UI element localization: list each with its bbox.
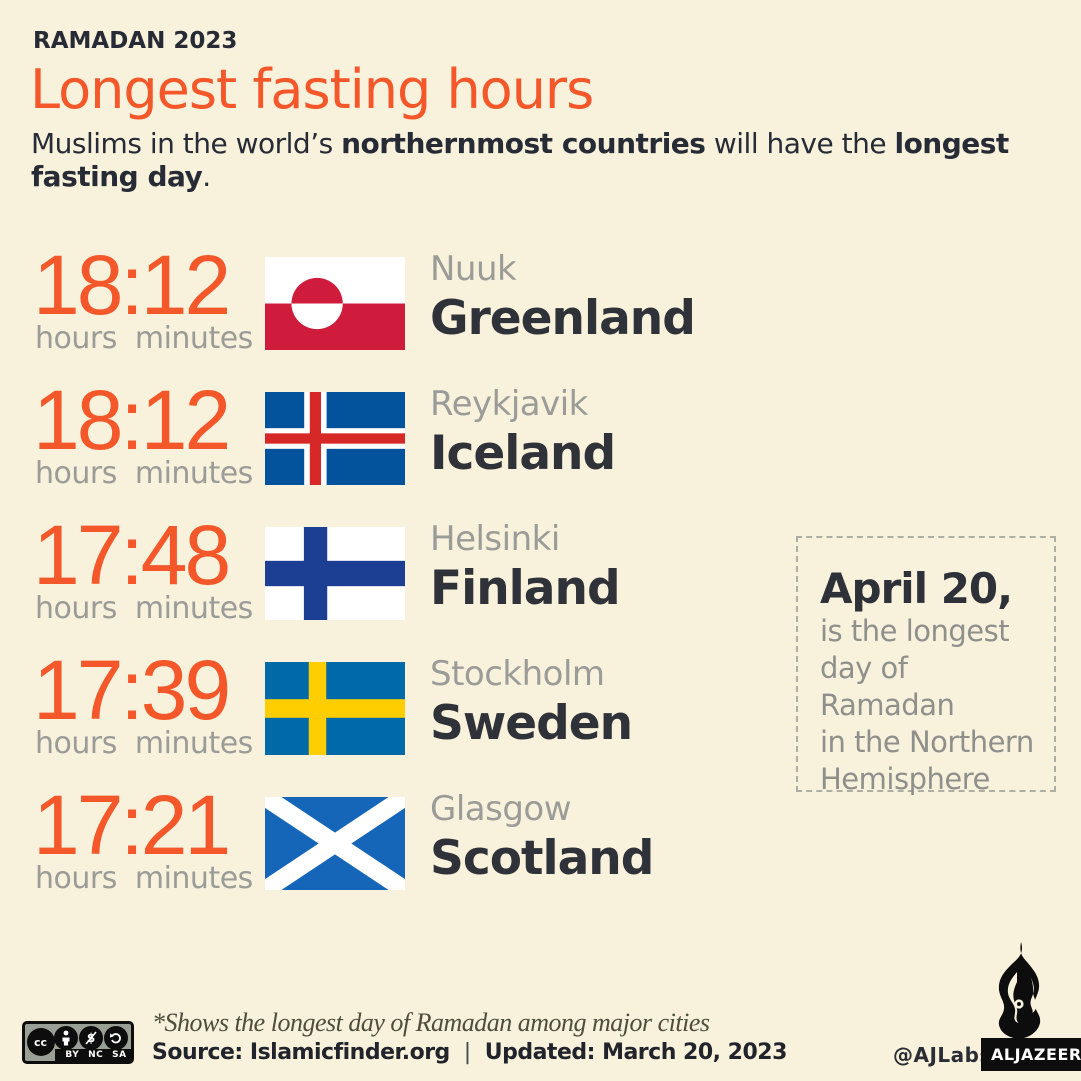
cc-col: cc xyxy=(26,1026,55,1056)
cc-col xyxy=(103,1026,128,1050)
fasting-time: 17:39 xyxy=(33,643,231,737)
time-labels: hours minutes xyxy=(35,321,263,356)
ajlabs-credit: @AJLabs xyxy=(893,1043,992,1067)
minutes-label: minutes xyxy=(134,321,253,356)
greenland-flag-icon xyxy=(265,257,405,350)
cc-col xyxy=(53,1026,78,1050)
source-line: Source: Islamicfinder.org | Updated: Mar… xyxy=(152,1040,787,1065)
updated-text: Updated: March 20, 2023 xyxy=(484,1040,788,1065)
hours-label: hours xyxy=(35,726,117,761)
place-block: Reykjavik Iceland xyxy=(430,384,616,481)
place-block: Stockholm Sweden xyxy=(430,654,633,751)
subtitle-end: . xyxy=(202,160,211,193)
time-block: 18:12 hours minutes xyxy=(33,243,263,356)
minutes-label: minutes xyxy=(134,861,253,896)
city-name: Glasgow xyxy=(430,789,572,829)
fasting-row-sweden: 17:39 hours minutes Stockholm Sweden xyxy=(0,648,780,793)
time-block: 17:21 hours minutes xyxy=(33,783,263,896)
cc-nc-label: NC xyxy=(88,1050,104,1060)
sweden-flag-icon xyxy=(265,662,405,755)
hours-label: hours xyxy=(35,861,117,896)
time-labels: hours minutes xyxy=(35,591,263,626)
aljazeera-wordmark: ALJAZEERA xyxy=(981,1038,1081,1071)
page-title: Longest fasting hours xyxy=(30,58,594,121)
country-name: Iceland xyxy=(430,426,616,481)
finland-flag-icon xyxy=(265,527,405,620)
country-name: Scotland xyxy=(430,831,654,886)
place-block: Glasgow Scotland xyxy=(430,789,654,886)
cc-by-icon xyxy=(53,1026,78,1050)
callout-line: is the longest xyxy=(820,614,1010,648)
cc-label-strip: BY NC SA xyxy=(55,1049,131,1061)
place-block: Nuuk Greenland xyxy=(430,249,696,346)
cc-by-label: BY xyxy=(65,1050,80,1060)
hours-label: hours xyxy=(35,591,117,626)
fasting-row-scotland: 17:21 hours minutes Glasgow Scotland xyxy=(0,783,780,928)
callout-line: day of Ramadan xyxy=(820,651,955,723)
subtitle: Muslims in the world’s northernmost coun… xyxy=(31,127,1081,193)
fasting-time: 17:21 xyxy=(33,778,231,872)
callout-line: Hemisphere xyxy=(820,762,990,797)
cc-sa-label: SA xyxy=(112,1050,127,1060)
callout-box: April 20, is the longest day of Ramadan … xyxy=(796,536,1056,796)
hours-label: hours xyxy=(35,456,117,491)
time-labels: hours minutes xyxy=(35,861,263,896)
time-labels: hours minutes xyxy=(35,456,263,491)
fasting-time: 18:12 xyxy=(33,373,231,467)
time-block: 18:12 hours minutes xyxy=(33,378,263,491)
subtitle-mid: will have the xyxy=(705,127,895,160)
callout-line: in the Northern xyxy=(820,725,1034,760)
subtitle-bold-1: northernmost countries xyxy=(341,127,706,160)
fasting-row-greenland: 18:12 hours minutes Nuuk Greenland xyxy=(0,243,780,388)
fasting-time: 18:12 xyxy=(33,238,231,332)
city-name: Stockholm xyxy=(430,654,605,694)
fasting-row-iceland: 18:12 hours minutes Reykjavik Iceland xyxy=(0,378,780,523)
minutes-label: minutes xyxy=(134,456,253,491)
city-name: Reykjavik xyxy=(430,384,588,424)
time-block: 17:39 hours minutes xyxy=(33,648,263,761)
cc-nc-icon: $ xyxy=(78,1026,103,1050)
minutes-label: minutes xyxy=(134,591,253,626)
country-name: Finland xyxy=(430,561,621,616)
fasting-row-finland: 17:48 hours minutes Helsinki Finland xyxy=(0,513,780,658)
kicker-text: RAMADAN 2023 xyxy=(33,28,238,54)
cc-col: $ xyxy=(78,1026,103,1050)
place-block: Helsinki Finland xyxy=(430,519,621,616)
cc-license-badge: BY NC SA cc $ xyxy=(22,1021,134,1064)
aljazeera-flame-logo-icon xyxy=(998,942,1041,1039)
iceland-flag-icon xyxy=(265,392,405,485)
footnote: *Shows the longest day of Ramadan among … xyxy=(152,1008,710,1037)
source-text: Source: Islamicfinder.org xyxy=(152,1040,450,1065)
minutes-label: minutes xyxy=(134,726,253,761)
subtitle-prefix: Muslims in the world’s xyxy=(31,127,342,160)
fasting-time: 17:48 xyxy=(33,508,231,602)
cc-sa-icon xyxy=(103,1026,128,1050)
city-name: Nuuk xyxy=(430,249,517,289)
hours-label: hours xyxy=(35,321,117,356)
scotland-flag-icon xyxy=(265,797,405,890)
time-block: 17:48 hours minutes xyxy=(33,513,263,626)
callout-title: April 20, xyxy=(820,564,1013,613)
country-name: Greenland xyxy=(430,291,696,346)
time-labels: hours minutes xyxy=(35,726,263,761)
source-separator: | xyxy=(463,1040,471,1065)
subtitle-bold-2: longest fasting day xyxy=(31,127,1009,193)
country-name: Sweden xyxy=(430,696,633,751)
city-name: Helsinki xyxy=(430,519,560,559)
cc-icon: cc xyxy=(26,1028,55,1056)
